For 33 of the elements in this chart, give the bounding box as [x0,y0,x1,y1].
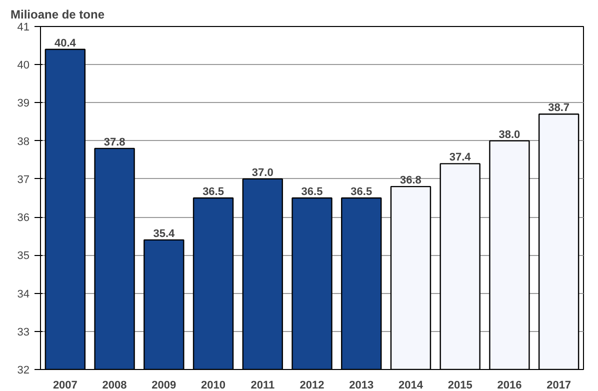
x-tick-label: 2009 [152,380,176,391]
x-tick-label: 2007 [52,380,78,391]
y-tick-label: 40 [17,60,30,72]
chart-title: Milioane de tone [10,8,105,22]
data-label: 37.0 [252,166,274,179]
x-tick-label: 2012 [300,380,324,391]
x-tick-label: 2014 [398,380,424,391]
data-label: 36.5 [350,186,372,198]
y-tick-label: 33 [17,326,30,338]
y-tick-label: 34 [17,288,30,300]
x-tick-label: 2008 [102,380,127,391]
data-label: 38.7 [548,102,570,114]
x-tick-label: 2016 [497,380,522,391]
data-label: 36.8 [400,174,422,187]
x-tick-label: 2013 [349,380,374,391]
data-label: 38.0 [498,128,520,141]
data-label: 37.4 [449,152,472,164]
x-tick-label: 2017 [546,380,572,391]
y-tick-label: 38 [17,136,30,148]
data-label: 36.5 [202,186,224,198]
data-label: 37.8 [104,136,126,148]
y-tick-label: 36 [17,212,30,224]
y-tick-label: 41 [17,22,30,34]
y-tick-label: 37 [17,174,30,186]
data-label: 40.4 [54,37,77,50]
y-tick-label: 39 [17,98,30,110]
y-tick-label: 35 [17,250,30,262]
x-tick-label: 2015 [448,380,472,391]
data-label: 36.5 [301,186,323,198]
data-label: 35.4 [153,228,176,240]
x-tick-label: 2011 [250,380,275,391]
x-tick-label: 2010 [201,380,226,391]
y-tick-label: 32 [17,364,30,376]
